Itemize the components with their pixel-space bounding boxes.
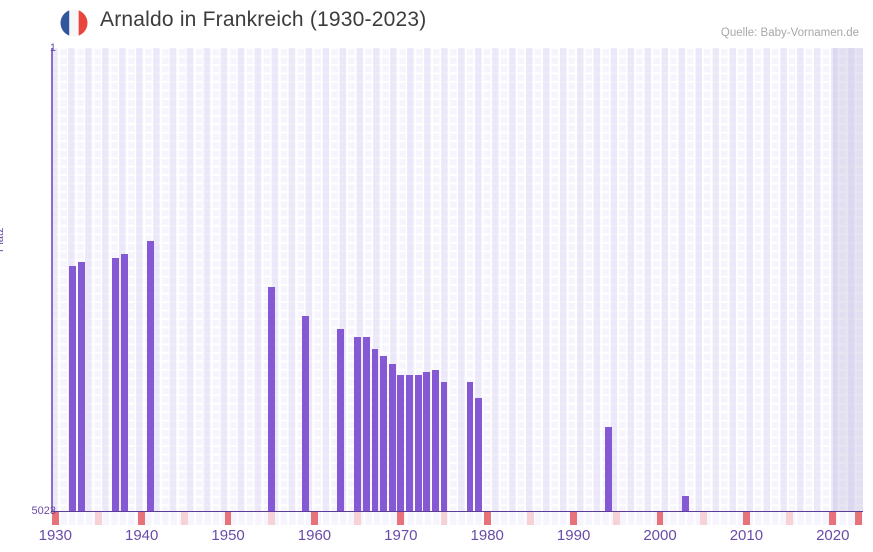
x-axis-line (51, 511, 863, 513)
x-axis-tick-label: 1930 (38, 527, 72, 544)
bar[interactable] (414, 374, 422, 511)
bar[interactable] (336, 328, 344, 511)
decade-marker (829, 512, 837, 525)
x-axis-tick-label: 2010 (729, 527, 764, 544)
decade-marker (311, 512, 318, 525)
bar[interactable] (112, 257, 120, 511)
x-axis-marker-strip (51, 512, 863, 525)
bar[interactable] (406, 374, 413, 511)
half-decade-marker (95, 512, 102, 525)
x-axis-tick-label: 1950 (211, 527, 245, 544)
x-axis-tick-label: 1990 (556, 527, 591, 544)
x-axis-tick-label: 1980 (470, 527, 504, 544)
x-axis-tick-label: 2000 (643, 527, 677, 544)
decade-marker (656, 512, 664, 525)
decade-marker (570, 512, 578, 525)
plot-area (51, 48, 863, 511)
x-axis-tick-label: 1960 (297, 527, 332, 544)
bar[interactable] (475, 397, 482, 511)
half-decade-marker (527, 512, 534, 525)
bar[interactable] (354, 336, 362, 511)
bar[interactable] (466, 381, 474, 511)
decade-marker (397, 512, 405, 525)
bar[interactable] (371, 348, 379, 511)
bar-series (51, 48, 863, 511)
decade-marker (138, 512, 146, 525)
bar[interactable] (423, 371, 431, 511)
bar[interactable] (388, 363, 396, 511)
decade-marker (742, 512, 750, 525)
decade-marker (855, 512, 863, 525)
bar[interactable] (267, 286, 275, 511)
bar[interactable] (440, 381, 448, 511)
half-decade-marker (613, 512, 621, 525)
half-decade-marker (440, 512, 448, 525)
bar[interactable] (604, 426, 612, 511)
decade-marker (224, 512, 232, 525)
half-decade-marker (181, 512, 189, 525)
bar[interactable] (397, 374, 405, 511)
y-axis-tick-top: 1 (49, 42, 56, 54)
x-axis-tick-label: 2020 (816, 527, 850, 544)
y-axis-tick-bottom: 5023 (31, 505, 56, 517)
decade-marker (51, 512, 59, 525)
marker-strip-grid (51, 512, 863, 525)
x-axis-tick-label: 1970 (384, 527, 418, 544)
source-attribution: Quelle: Baby-Vornamen.de (720, 27, 859, 39)
page-title: Arnaldo in Frankreich (1930-2023) (100, 8, 427, 31)
bar[interactable] (121, 253, 128, 511)
half-decade-marker (354, 512, 362, 525)
bar[interactable] (380, 355, 387, 511)
y-axis-line (51, 48, 53, 511)
bar[interactable] (77, 261, 85, 511)
half-decade-marker (699, 512, 707, 525)
flag-france-circle-icon (60, 9, 88, 37)
bar[interactable] (431, 369, 439, 511)
bar[interactable] (146, 240, 154, 511)
half-decade-marker (786, 512, 793, 525)
bar[interactable] (362, 336, 370, 511)
chart-header: Arnaldo in Frankreich (1930-2023) Quelle… (0, 0, 873, 44)
y-axis-label: Platz (0, 227, 6, 252)
bar[interactable] (69, 265, 76, 511)
bar[interactable] (302, 315, 310, 511)
x-axis-tick-label: 1940 (125, 527, 159, 544)
decade-marker (483, 512, 491, 525)
bar[interactable] (682, 495, 690, 511)
half-decade-marker (267, 512, 275, 525)
